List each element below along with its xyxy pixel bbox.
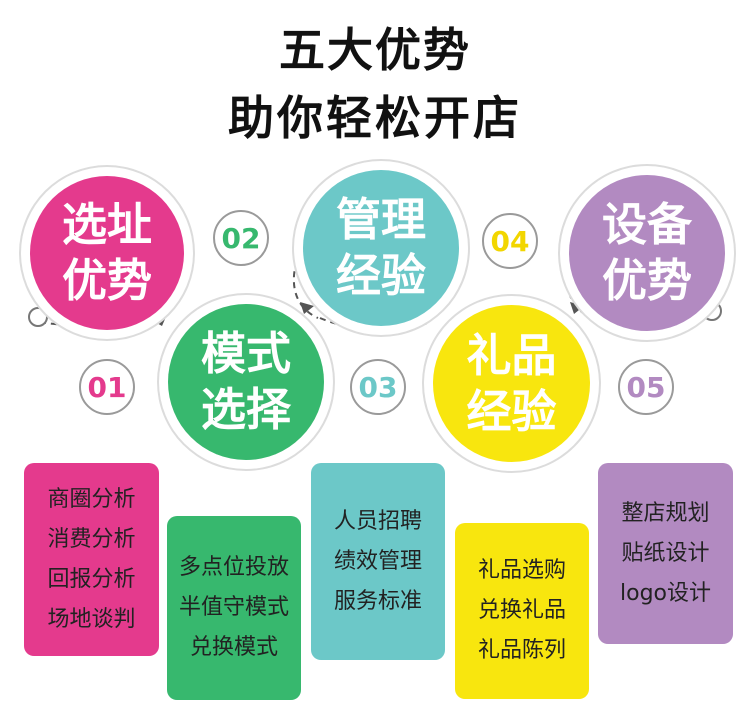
- step-5-title-line2: 优势: [601, 254, 692, 307]
- step-2-item: 多点位投放: [178, 555, 289, 580]
- step-2-item: 兑换模式: [189, 635, 278, 660]
- step-5-circle: 设备 优势: [569, 175, 725, 331]
- step-5-detail-box: 整店规划 贴纸设计 logo设计: [598, 463, 733, 644]
- step-2-title-line1: 模式: [200, 327, 291, 380]
- subheadline: 助你轻松开店: [228, 91, 522, 145]
- step-1-circle: 选址 优势: [30, 176, 184, 330]
- step-1-item: 回报分析: [47, 566, 136, 592]
- step-1-item: 消费分析: [47, 526, 136, 552]
- step-4-circle: 礼品 经验: [433, 305, 590, 462]
- headline: 五大优势: [279, 23, 471, 77]
- step-2-title-line2: 选择: [200, 383, 291, 436]
- step-2-detail-box: 多点位投放 半值守模式 兑换模式: [167, 516, 301, 700]
- step-1-title-line1: 选址: [61, 198, 152, 251]
- step-3-number-badge: 03: [350, 359, 406, 415]
- step-3-title-line1: 管理: [335, 193, 426, 246]
- step-1-title-line2: 优势: [61, 254, 152, 307]
- step-1-number-badge: 01: [79, 359, 135, 415]
- step-4-title-line1: 礼品: [466, 328, 557, 382]
- step-5-item: 整店规划: [621, 500, 710, 526]
- step-4-detail-box: 礼品选购 兑换礼品 礼品陈列: [455, 523, 589, 699]
- step-2-circle: 模式 选择: [168, 304, 324, 460]
- step-1-detail-box: 商圈分析 消费分析 回报分析 场地谈判: [24, 463, 159, 656]
- step-3-item: 服务标准: [333, 588, 422, 614]
- step-3-circle: 管理 经验: [303, 170, 459, 326]
- step-2-number-badge: 02: [213, 210, 269, 266]
- step-4-item: 兑换礼品: [477, 598, 566, 623]
- step-4-item: 礼品陈列: [477, 638, 566, 663]
- step-4-number-badge: 04: [482, 213, 538, 269]
- step-5-item: 贴纸设计: [621, 540, 710, 566]
- step-5-number-badge: 05: [618, 359, 674, 415]
- step-4-item: 礼品选购: [477, 558, 566, 583]
- step-1-item: 商圈分析: [47, 486, 136, 512]
- step-3-item: 绩效管理: [333, 548, 422, 574]
- step-2-item: 半值守模式: [178, 595, 289, 620]
- step-1-item: 场地谈判: [47, 606, 136, 632]
- step-5-item: logo设计: [620, 580, 711, 606]
- step-4-title-line2: 经验: [466, 384, 557, 438]
- step-3-title-line2: 经验: [335, 249, 426, 302]
- step-5-title-line1: 设备: [601, 198, 692, 251]
- step-3-item: 人员招聘: [333, 508, 422, 534]
- step-3-detail-box: 人员招聘 绩效管理 服务标准: [311, 463, 445, 660]
